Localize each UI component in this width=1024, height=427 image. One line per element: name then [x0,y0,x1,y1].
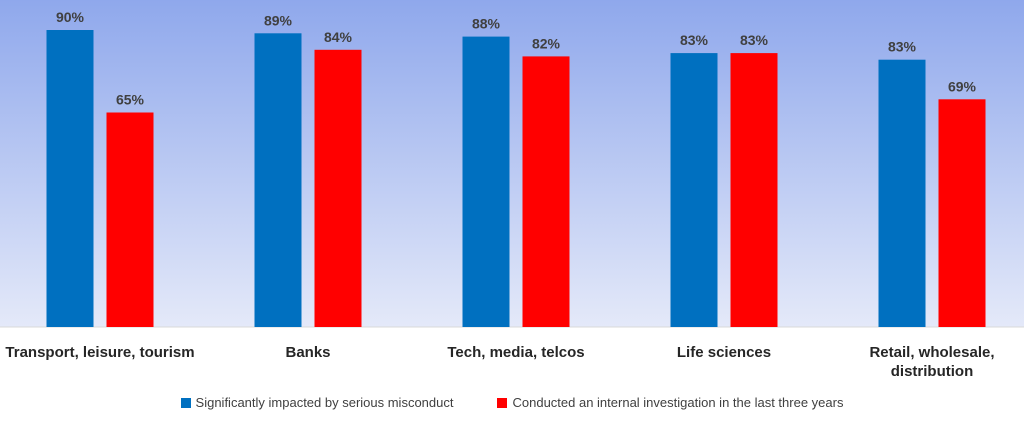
bar-series-2-cat-3 [522,56,570,328]
data-label-series-2-cat-4: 83% [740,32,769,48]
legend-item-series-2: Conducted an internal investigation in t… [497,395,843,410]
category-labels-group: Transport, leisure, tourism Banks Tech, me… [5,344,994,380]
category-label-2: Banks [285,344,330,361]
data-label-series-1-cat-4: 83% [680,32,709,48]
bar-series-1-cat-3 [462,36,510,327]
category-label-3: Tech, media, telcos [447,344,584,361]
data-label-series-1-cat-1: 90% [56,9,85,25]
bar-series-1-cat-1 [46,30,94,327]
legend-swatch-series-1 [180,397,191,408]
bars-group [46,30,986,328]
legend-swatch-series-2 [497,397,508,408]
category-label-4: Life sciences [677,344,771,361]
data-label-series-2-cat-1: 65% [116,92,145,108]
data-labels-group: 90% 65% 89% 84% 88% 82% 83% 83% 83% 69% [56,9,977,108]
bar-series-2-cat-1 [106,112,154,327]
bar-series-1-cat-2 [254,33,302,328]
category-label-1: Transport, leisure, tourism [5,344,194,361]
data-label-series-2-cat-3: 82% [532,35,561,51]
data-label-series-1-cat-2: 89% [264,12,293,28]
data-label-series-2-cat-2: 84% [324,29,353,45]
bar-series-2-cat-2 [314,49,362,328]
legend-label-series-1: Significantly impacted by serious miscon… [195,395,454,410]
data-label-series-1-cat-3: 88% [472,16,501,32]
legend-label-series-2: Conducted an internal investigation in t… [512,395,844,410]
bar-series-2-cat-5 [938,99,986,327]
category-label-5-line-2: distribution [891,363,974,380]
category-label-5-line-1: Retail, wholesale, [869,344,994,361]
plot-background [0,0,1024,327]
legend-item-series-1: Significantly impacted by serious miscon… [180,395,454,410]
bar-series-1-cat-4 [670,53,718,327]
data-label-series-2-cat-5: 69% [948,78,977,94]
bar-series-1-cat-5 [878,59,926,327]
bar-series-2-cat-4 [730,53,778,327]
data-label-series-1-cat-5: 83% [888,39,917,55]
legend: Significantly impacted by serious miscon… [0,395,1024,410]
